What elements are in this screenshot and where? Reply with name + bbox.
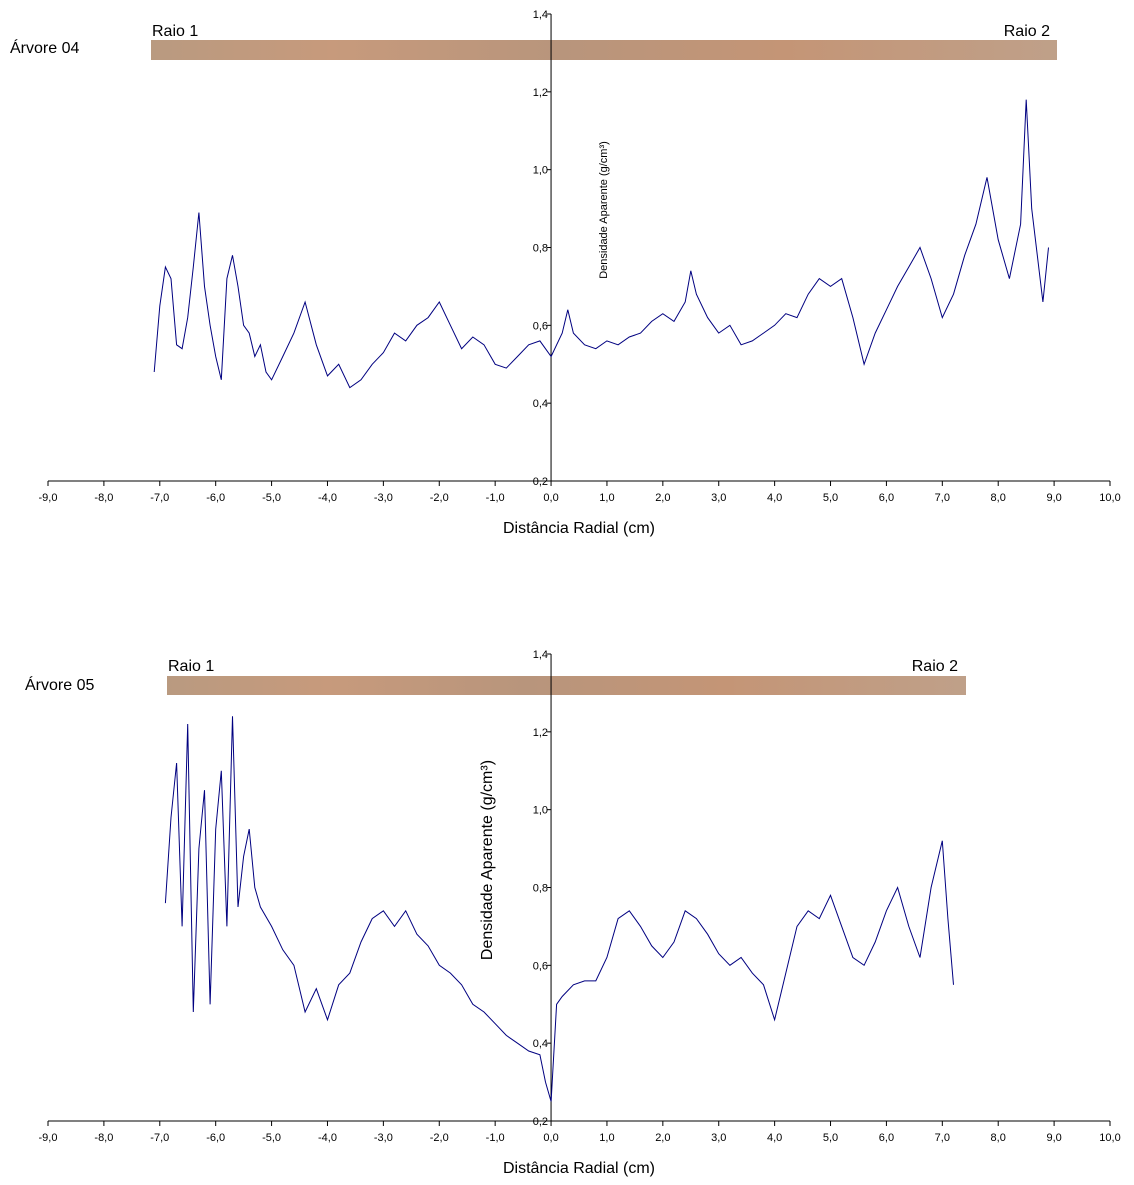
y-tick-label: 0,2 — [533, 476, 548, 488]
x-tick-label: 4,0 — [767, 1132, 782, 1144]
x-tick-label: -2,0 — [430, 492, 449, 504]
radius-label: Raio 2 — [912, 658, 958, 675]
radius-label: Raio 1 — [168, 658, 214, 675]
y-tick-label: 0,8 — [533, 883, 548, 895]
x-tick-label: 3,0 — [711, 1132, 726, 1144]
y-tick-label: 0,6 — [533, 320, 548, 332]
x-tick-label: 5,0 — [823, 492, 838, 504]
x-tick-label: 7,0 — [935, 1132, 950, 1144]
y-tick-label: 1,4 — [533, 9, 548, 21]
x-tick-label: 3,0 — [711, 492, 726, 504]
x-axis-label: Distância Radial (cm) — [503, 520, 655, 537]
tree-label: Árvore 05 — [25, 675, 94, 694]
x-tick-label: 8,0 — [991, 1132, 1006, 1144]
x-tick-label: -9,0 — [39, 1132, 58, 1144]
y-tick-label: 1,2 — [533, 87, 548, 99]
x-tick-label: 8,0 — [991, 492, 1006, 504]
x-tick-label: 6,0 — [879, 492, 894, 504]
y-tick-label: 0,8 — [533, 243, 548, 255]
x-tick-label: -4,0 — [318, 492, 337, 504]
y-tick-label: 1,4 — [533, 649, 548, 661]
x-tick-label: -1,0 — [486, 492, 505, 504]
x-tick-label: 10,0 — [1099, 1132, 1120, 1144]
x-tick-label: -6,0 — [206, 492, 225, 504]
y-tick-label: 0,4 — [533, 1038, 548, 1050]
tree-label: Árvore 04 — [10, 38, 79, 57]
wood-sample — [151, 40, 1057, 60]
y-tick-label: 0,4 — [533, 398, 548, 410]
x-tick-label: 10,0 — [1099, 492, 1120, 504]
y-tick-label: 1,0 — [533, 165, 548, 177]
x-tick-label: 4,0 — [767, 492, 782, 504]
x-tick-label: -7,0 — [150, 1132, 169, 1144]
x-tick-label: -2,0 — [430, 1132, 449, 1144]
x-tick-label: 9,0 — [1046, 1132, 1061, 1144]
y-axis-label: Densidade Aparente (g/cm³) — [479, 760, 496, 960]
x-tick-label: -8,0 — [94, 492, 113, 504]
x-tick-label: -8,0 — [94, 1132, 113, 1144]
x-tick-label: 0,0 — [543, 492, 558, 504]
x-tick-label: -3,0 — [374, 492, 393, 504]
y-axis-label: Densidade Aparente (g/cm³) — [598, 141, 610, 279]
x-tick-label: -1,0 — [486, 1132, 505, 1144]
x-tick-label: -3,0 — [374, 1132, 393, 1144]
x-tick-label: 0,0 — [543, 1132, 558, 1144]
wood-sample — [167, 676, 966, 695]
x-tick-label: 2,0 — [655, 1132, 670, 1144]
x-tick-label: 1,0 — [599, 1132, 614, 1144]
x-tick-label: -5,0 — [262, 1132, 281, 1144]
x-tick-label: -6,0 — [206, 1132, 225, 1144]
x-axis-label: Distância Radial (cm) — [503, 1160, 655, 1177]
radius-label: Raio 2 — [1004, 23, 1050, 40]
x-tick-label: 7,0 — [935, 492, 950, 504]
x-tick-label: -7,0 — [150, 492, 169, 504]
x-tick-label: 6,0 — [879, 1132, 894, 1144]
x-tick-label: 5,0 — [823, 1132, 838, 1144]
density-line — [164, 716, 954, 1102]
y-tick-label: 0,2 — [533, 1116, 548, 1128]
x-tick-label: -4,0 — [318, 1132, 337, 1144]
x-tick-label: -5,0 — [262, 492, 281, 504]
density-line — [153, 99, 1049, 389]
y-tick-label: 1,0 — [533, 805, 548, 817]
x-tick-label: 9,0 — [1046, 492, 1061, 504]
y-tick-label: 0,6 — [533, 960, 548, 972]
y-tick-label: 1,2 — [533, 727, 548, 739]
radius-label: Raio 1 — [152, 23, 198, 40]
x-tick-label: -9,0 — [39, 492, 58, 504]
x-tick-label: 1,0 — [599, 492, 614, 504]
x-tick-label: 2,0 — [655, 492, 670, 504]
